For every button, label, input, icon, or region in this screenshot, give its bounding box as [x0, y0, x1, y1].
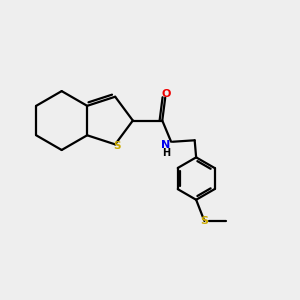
Text: O: O [161, 89, 170, 99]
Text: N: N [161, 140, 170, 150]
Text: S: S [113, 141, 120, 151]
Text: S: S [200, 216, 208, 226]
Text: H: H [162, 148, 170, 158]
